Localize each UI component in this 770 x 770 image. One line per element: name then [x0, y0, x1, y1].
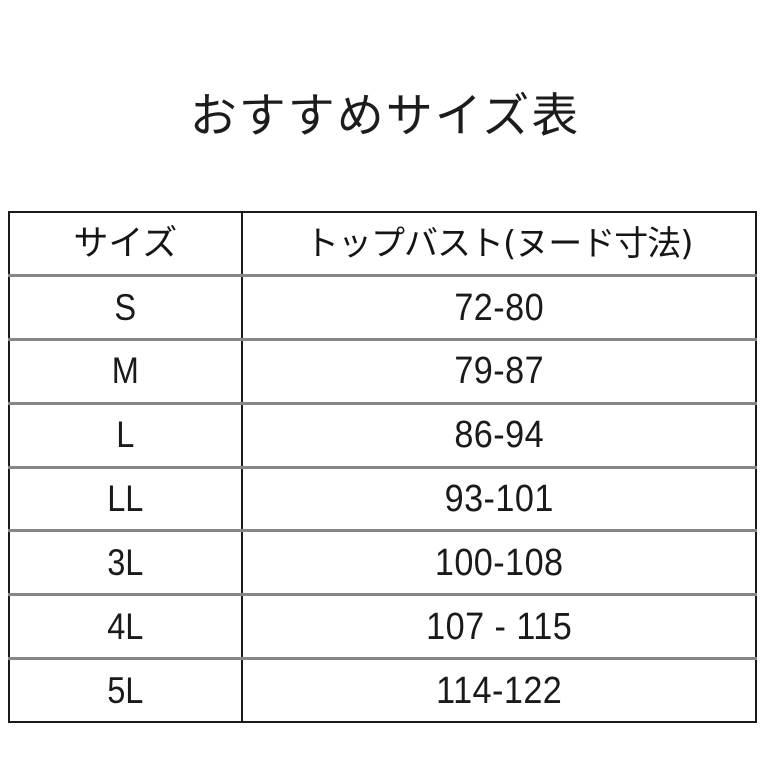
bust-value: 79-87	[453, 350, 544, 393]
cell-size: 3L	[9, 529, 243, 595]
table-row: LL 93-101	[9, 465, 756, 531]
table-body: サイズ トップバスト(ヌード寸法) S 72-80 M 79	[9, 212, 756, 723]
size-chart-table: サイズ トップバスト(ヌード寸法) S 72-80 M 79	[8, 211, 757, 724]
table-row: 4L 107 - 115	[9, 593, 756, 659]
bust-value: 100-108	[434, 541, 564, 584]
size-value: LL	[107, 478, 144, 520]
size-value: 4L	[107, 605, 144, 647]
bust-value: 72-80	[453, 286, 544, 329]
bust-value: 107 - 115	[425, 605, 572, 648]
bust-value: 86-94	[453, 414, 544, 457]
table-row: M 79-87	[9, 338, 756, 404]
cell-bust: 72-80	[241, 274, 756, 340]
table-row: S 72-80	[9, 274, 756, 340]
column-header-bust-label: トップバスト(ヌード寸法)	[305, 223, 694, 264]
cell-size: S	[9, 274, 243, 340]
size-value: L	[116, 414, 135, 456]
bust-value: 93-101	[444, 478, 554, 521]
table-row: L 86-94	[9, 401, 756, 468]
size-value: M	[111, 350, 139, 392]
bust-value: 114-122	[435, 669, 562, 712]
cell-bust: 86-94	[241, 401, 756, 468]
column-header-bust: トップバスト(ヌード寸法)	[242, 212, 756, 276]
table-row: 3L 100-108	[9, 529, 756, 595]
size-value: S	[114, 286, 137, 328]
cell-bust: 79-87	[241, 338, 756, 404]
table-header-row: サイズ トップバスト(ヌード寸法)	[9, 212, 756, 276]
column-header-size-label: サイズ	[73, 223, 178, 264]
cell-size: LL	[9, 465, 243, 531]
size-value: 3L	[107, 541, 144, 583]
cell-size: M	[9, 338, 243, 404]
cell-size: 5L	[9, 657, 243, 723]
cell-size: 4L	[9, 593, 243, 659]
table-row: 5L 114-122	[9, 657, 756, 723]
cell-bust: 114-122	[241, 657, 756, 723]
cell-size: L	[9, 401, 243, 468]
cell-bust: 100-108	[241, 529, 756, 595]
cell-bust: 107 - 115	[241, 593, 756, 659]
cell-bust: 93-101	[241, 465, 756, 531]
page-title: おすすめサイズ表	[189, 89, 581, 144]
column-header-size: サイズ	[9, 212, 243, 276]
size-value: 5L	[107, 669, 144, 711]
